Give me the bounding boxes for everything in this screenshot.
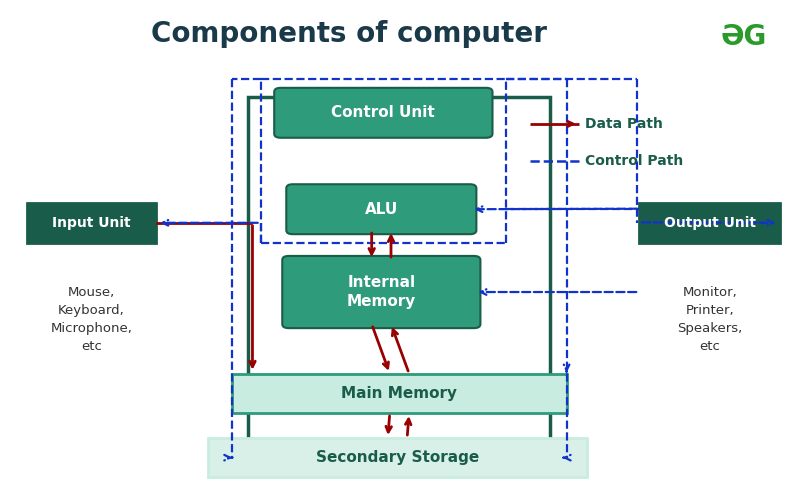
Text: ƏG: ƏG <box>721 22 767 50</box>
Text: Output Unit: Output Unit <box>663 216 756 230</box>
Bar <box>248 96 551 440</box>
Text: Components of computer: Components of computer <box>151 20 547 48</box>
Text: Data Path: Data Path <box>585 117 663 131</box>
FancyBboxPatch shape <box>286 184 476 234</box>
Bar <box>639 203 780 242</box>
Text: Control Path: Control Path <box>585 154 684 168</box>
Text: Control Unit: Control Unit <box>332 106 436 120</box>
Text: Monitor,
Printer,
Speakers,
etc: Monitor, Printer, Speakers, etc <box>677 286 743 352</box>
Bar <box>232 374 567 413</box>
Text: Internal
Memory: Internal Memory <box>347 274 416 310</box>
Bar <box>208 438 586 478</box>
FancyBboxPatch shape <box>282 256 480 328</box>
Bar <box>27 203 156 242</box>
Text: ALU: ALU <box>365 202 398 216</box>
Text: Main Memory: Main Memory <box>341 386 457 401</box>
Text: Mouse,
Keyboard,
Microphone,
etc: Mouse, Keyboard, Microphone, etc <box>50 286 132 352</box>
FancyBboxPatch shape <box>274 88 492 138</box>
Text: Input Unit: Input Unit <box>52 216 131 230</box>
Text: Secondary Storage: Secondary Storage <box>315 450 479 465</box>
